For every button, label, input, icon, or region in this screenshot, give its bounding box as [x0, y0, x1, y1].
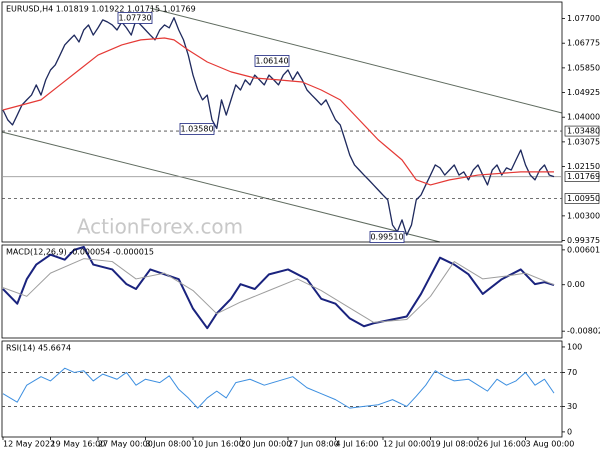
level-label: 1.01769: [567, 172, 600, 181]
annotation-box: [117, 12, 153, 24]
level-label-box: [564, 193, 600, 204]
series-line: [2, 37, 554, 186]
x-tick-label: 4 Jul 16:00: [336, 440, 379, 449]
channel-line: [1, 131, 441, 243]
annotation: 1.07730: [118, 14, 151, 23]
x-tick-label: 26 Jul 16:00: [478, 440, 526, 449]
y-tick-label: 1.06775: [567, 39, 600, 48]
watermark: ActionForex.com: [77, 215, 243, 239]
annotation: 0.99510: [370, 233, 403, 242]
y-tick-label: 1.07700: [567, 14, 600, 23]
panel-title: MACD(12,26,9) -0.000054 -0.000015: [6, 248, 154, 257]
y-tick-label: 0.99375: [567, 236, 600, 245]
panel-title: RSI(14) 45.6674: [6, 344, 71, 353]
annotation: 1.06140: [255, 57, 288, 66]
channel-line: [149, 7, 563, 114]
y-tick-label: 1.00300: [567, 211, 600, 220]
x-tick-label: 19 May 16:00: [51, 440, 106, 449]
x-tick-label: 12 May 2022: [3, 440, 55, 449]
y-tick-label: 30: [567, 402, 577, 411]
x-tick-label: 10 Jun 16:00: [193, 440, 244, 449]
annotation-box: [179, 123, 215, 135]
y-tick-label: 70: [567, 368, 577, 377]
level-label-box: [564, 171, 600, 182]
y-tick-label: 100: [567, 342, 582, 351]
series-line: [2, 367, 555, 409]
panel-frame: [1, 244, 563, 339]
annotation: 1.03580: [180, 125, 213, 134]
x-tick-label: 27 Jun 08:00: [288, 440, 339, 449]
series-line: [2, 258, 555, 323]
y-tick-label: 1.05850: [567, 63, 600, 72]
x-tick-label: 19 Jul 08:00: [431, 440, 479, 449]
x-tick-label: 12 Jul 00:00: [383, 440, 431, 449]
y-tick-label: 1.04925: [567, 88, 600, 97]
level-label: 1.03480: [567, 127, 600, 136]
series-line: [2, 245, 555, 330]
y-tick-label: 1.04000: [567, 113, 600, 122]
panel-frame: [1, 1, 563, 243]
y-tick-label: 0.00: [567, 280, 585, 289]
annotation-box: [369, 231, 405, 243]
panel-frame: [1, 340, 563, 438]
level-label-box: [564, 125, 600, 137]
panel-title: EURUSD,H4 1.01819 1.01922 1.01715 1.0176…: [6, 5, 196, 14]
x-tick-label: 3 Jun 08:00: [146, 440, 192, 449]
y-tick-label: 0.006018: [567, 245, 600, 254]
level-label: 1.00950: [567, 194, 600, 203]
x-tick-label: 27 May 00:00: [98, 440, 153, 449]
y-tick-label: -0.00802: [567, 327, 600, 336]
x-tick-label: 3 Aug 00:00: [526, 440, 575, 449]
x-tick-label: 20 Jun 00:00: [241, 440, 292, 449]
y-tick-label: 0: [567, 427, 572, 436]
y-tick-label: 1.02150: [567, 162, 600, 171]
series-line: [2, 17, 555, 236]
annotation-box: [254, 55, 290, 67]
y-tick-label: 1.03075: [567, 137, 600, 146]
